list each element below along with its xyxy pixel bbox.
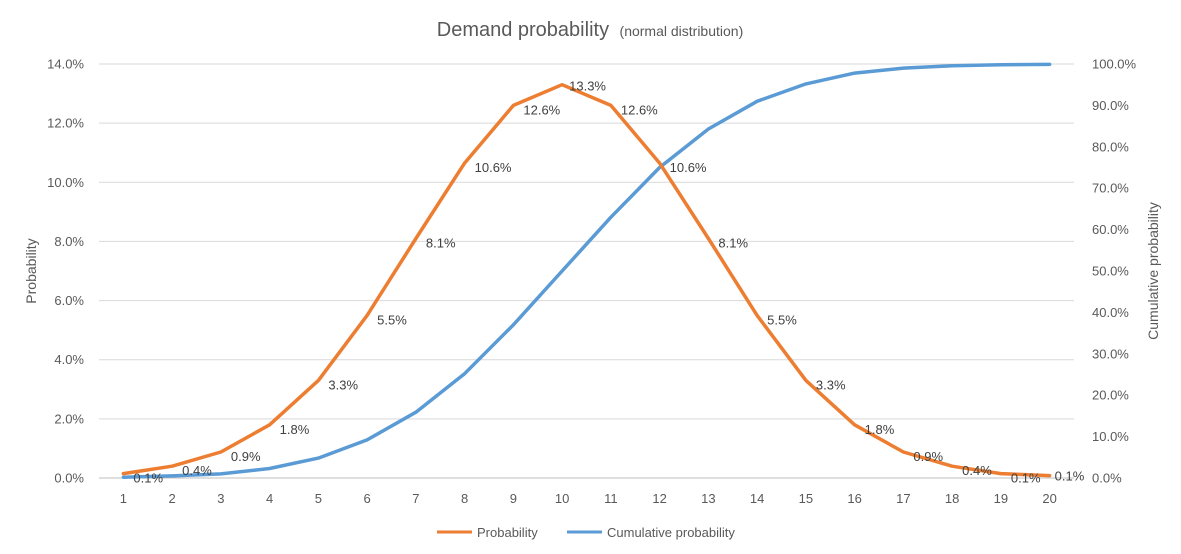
data-label: 0.9% — [913, 449, 943, 464]
x-tick-label: 1 — [120, 491, 127, 506]
chart-subtitle: (normal distribution) — [620, 23, 744, 39]
axes: 0.0% 2.0% 4.0% 6.0% 8.0% 10.0% 12.0% 14.0% 0.0% 1… — [47, 57, 1136, 507]
legend-label-cumulative: Cumulative probability — [607, 525, 735, 540]
x-tick-label: 17 — [896, 491, 910, 506]
series — [121, 62, 1052, 479]
data-label: 12.6% — [621, 102, 658, 117]
data-label: 13.3% — [569, 79, 606, 94]
data-label: 0.1% — [1055, 469, 1085, 484]
x-tick-label: 2 — [169, 491, 176, 506]
y2-tick-label: 10.0% — [1092, 429, 1129, 444]
x-tick-label: 15 — [799, 491, 813, 506]
data-label: 8.1% — [426, 235, 456, 250]
y-tick-label: 10.0% — [47, 175, 84, 190]
legend-label-probability: Probability — [477, 525, 538, 540]
x-tick-label: 11 — [604, 491, 618, 506]
y-tick-label: 2.0% — [54, 411, 84, 426]
chart-title-main: Demand probability — [437, 19, 609, 41]
chart-title: Demand probability (normal distribution) — [437, 19, 744, 41]
y2-tick-label: 70.0% — [1092, 181, 1129, 196]
y2-tick-label: 30.0% — [1092, 346, 1129, 361]
y2-tick-label: 80.0% — [1092, 139, 1129, 154]
x-tick-label: 4 — [266, 491, 273, 506]
data-label: 1.8% — [865, 422, 895, 437]
x-tick-label: 8 — [461, 491, 468, 506]
x-tick-label: 5 — [315, 491, 322, 506]
x-tick-label: 14 — [750, 491, 764, 506]
y2-tick-label: 40.0% — [1092, 305, 1129, 320]
series-line-probability — [121, 82, 1052, 478]
y2-tick-label: 0.0% — [1092, 471, 1122, 486]
x-tick-label: 10 — [555, 491, 569, 506]
gridlines — [99, 63, 1074, 479]
data-labels: 0.1% 0.4% 0.9% 1.8% 3.3% 5.5% 8.1% 10.6% 12.6% 13… — [133, 79, 1084, 486]
data-label: 5.5% — [767, 312, 797, 327]
x-tick-label: 6 — [364, 491, 371, 506]
data-label: 0.4% — [962, 463, 992, 478]
x-tick-label: 16 — [847, 491, 861, 506]
y-tick-label: 4.0% — [54, 352, 84, 367]
x-tick-label: 20 — [1042, 491, 1056, 506]
y-tick-label: 6.0% — [54, 293, 84, 308]
data-label: 0.9% — [231, 449, 261, 464]
y2-tick-label: 20.0% — [1092, 388, 1129, 403]
x-tick-label: 12 — [652, 491, 666, 506]
data-label: 8.1% — [718, 235, 748, 250]
y-tick-label: 12.0% — [47, 116, 84, 131]
data-label: 10.6% — [475, 160, 512, 175]
data-label: 12.6% — [523, 102, 560, 117]
x-tick-label: 18 — [945, 491, 959, 506]
data-label: 0.1% — [133, 471, 163, 486]
x-tick-label: 13 — [701, 491, 715, 506]
x-tick-label: 3 — [217, 491, 224, 506]
y2-axis-label: Cumulative probability — [1145, 202, 1161, 340]
data-label: 0.1% — [1011, 471, 1041, 486]
y-tick-label: 0.0% — [54, 471, 84, 486]
y-axis-label: Probability — [23, 238, 39, 303]
data-label: 0.4% — [182, 463, 212, 478]
data-label: 5.5% — [377, 312, 407, 327]
x-tick-label: 9 — [510, 491, 517, 506]
y-tick-label: 14.0% — [47, 57, 84, 72]
data-label: 1.8% — [280, 422, 310, 437]
y2-tick-label: 50.0% — [1092, 264, 1129, 279]
y2-tick-label: 90.0% — [1092, 98, 1129, 113]
series-line-cumulative — [121, 62, 1052, 479]
legend: Probability Cumulative probability — [437, 525, 735, 540]
y2-tick-label: 100.0% — [1092, 57, 1137, 72]
data-label: 3.3% — [816, 377, 846, 392]
y2-tick-label: 60.0% — [1092, 222, 1129, 237]
data-label: 10.6% — [670, 160, 707, 175]
y-tick-label: 8.0% — [54, 234, 84, 249]
x-tick-label: 19 — [994, 491, 1008, 506]
x-tick-label: 7 — [412, 491, 419, 506]
data-label: 3.3% — [328, 377, 358, 392]
